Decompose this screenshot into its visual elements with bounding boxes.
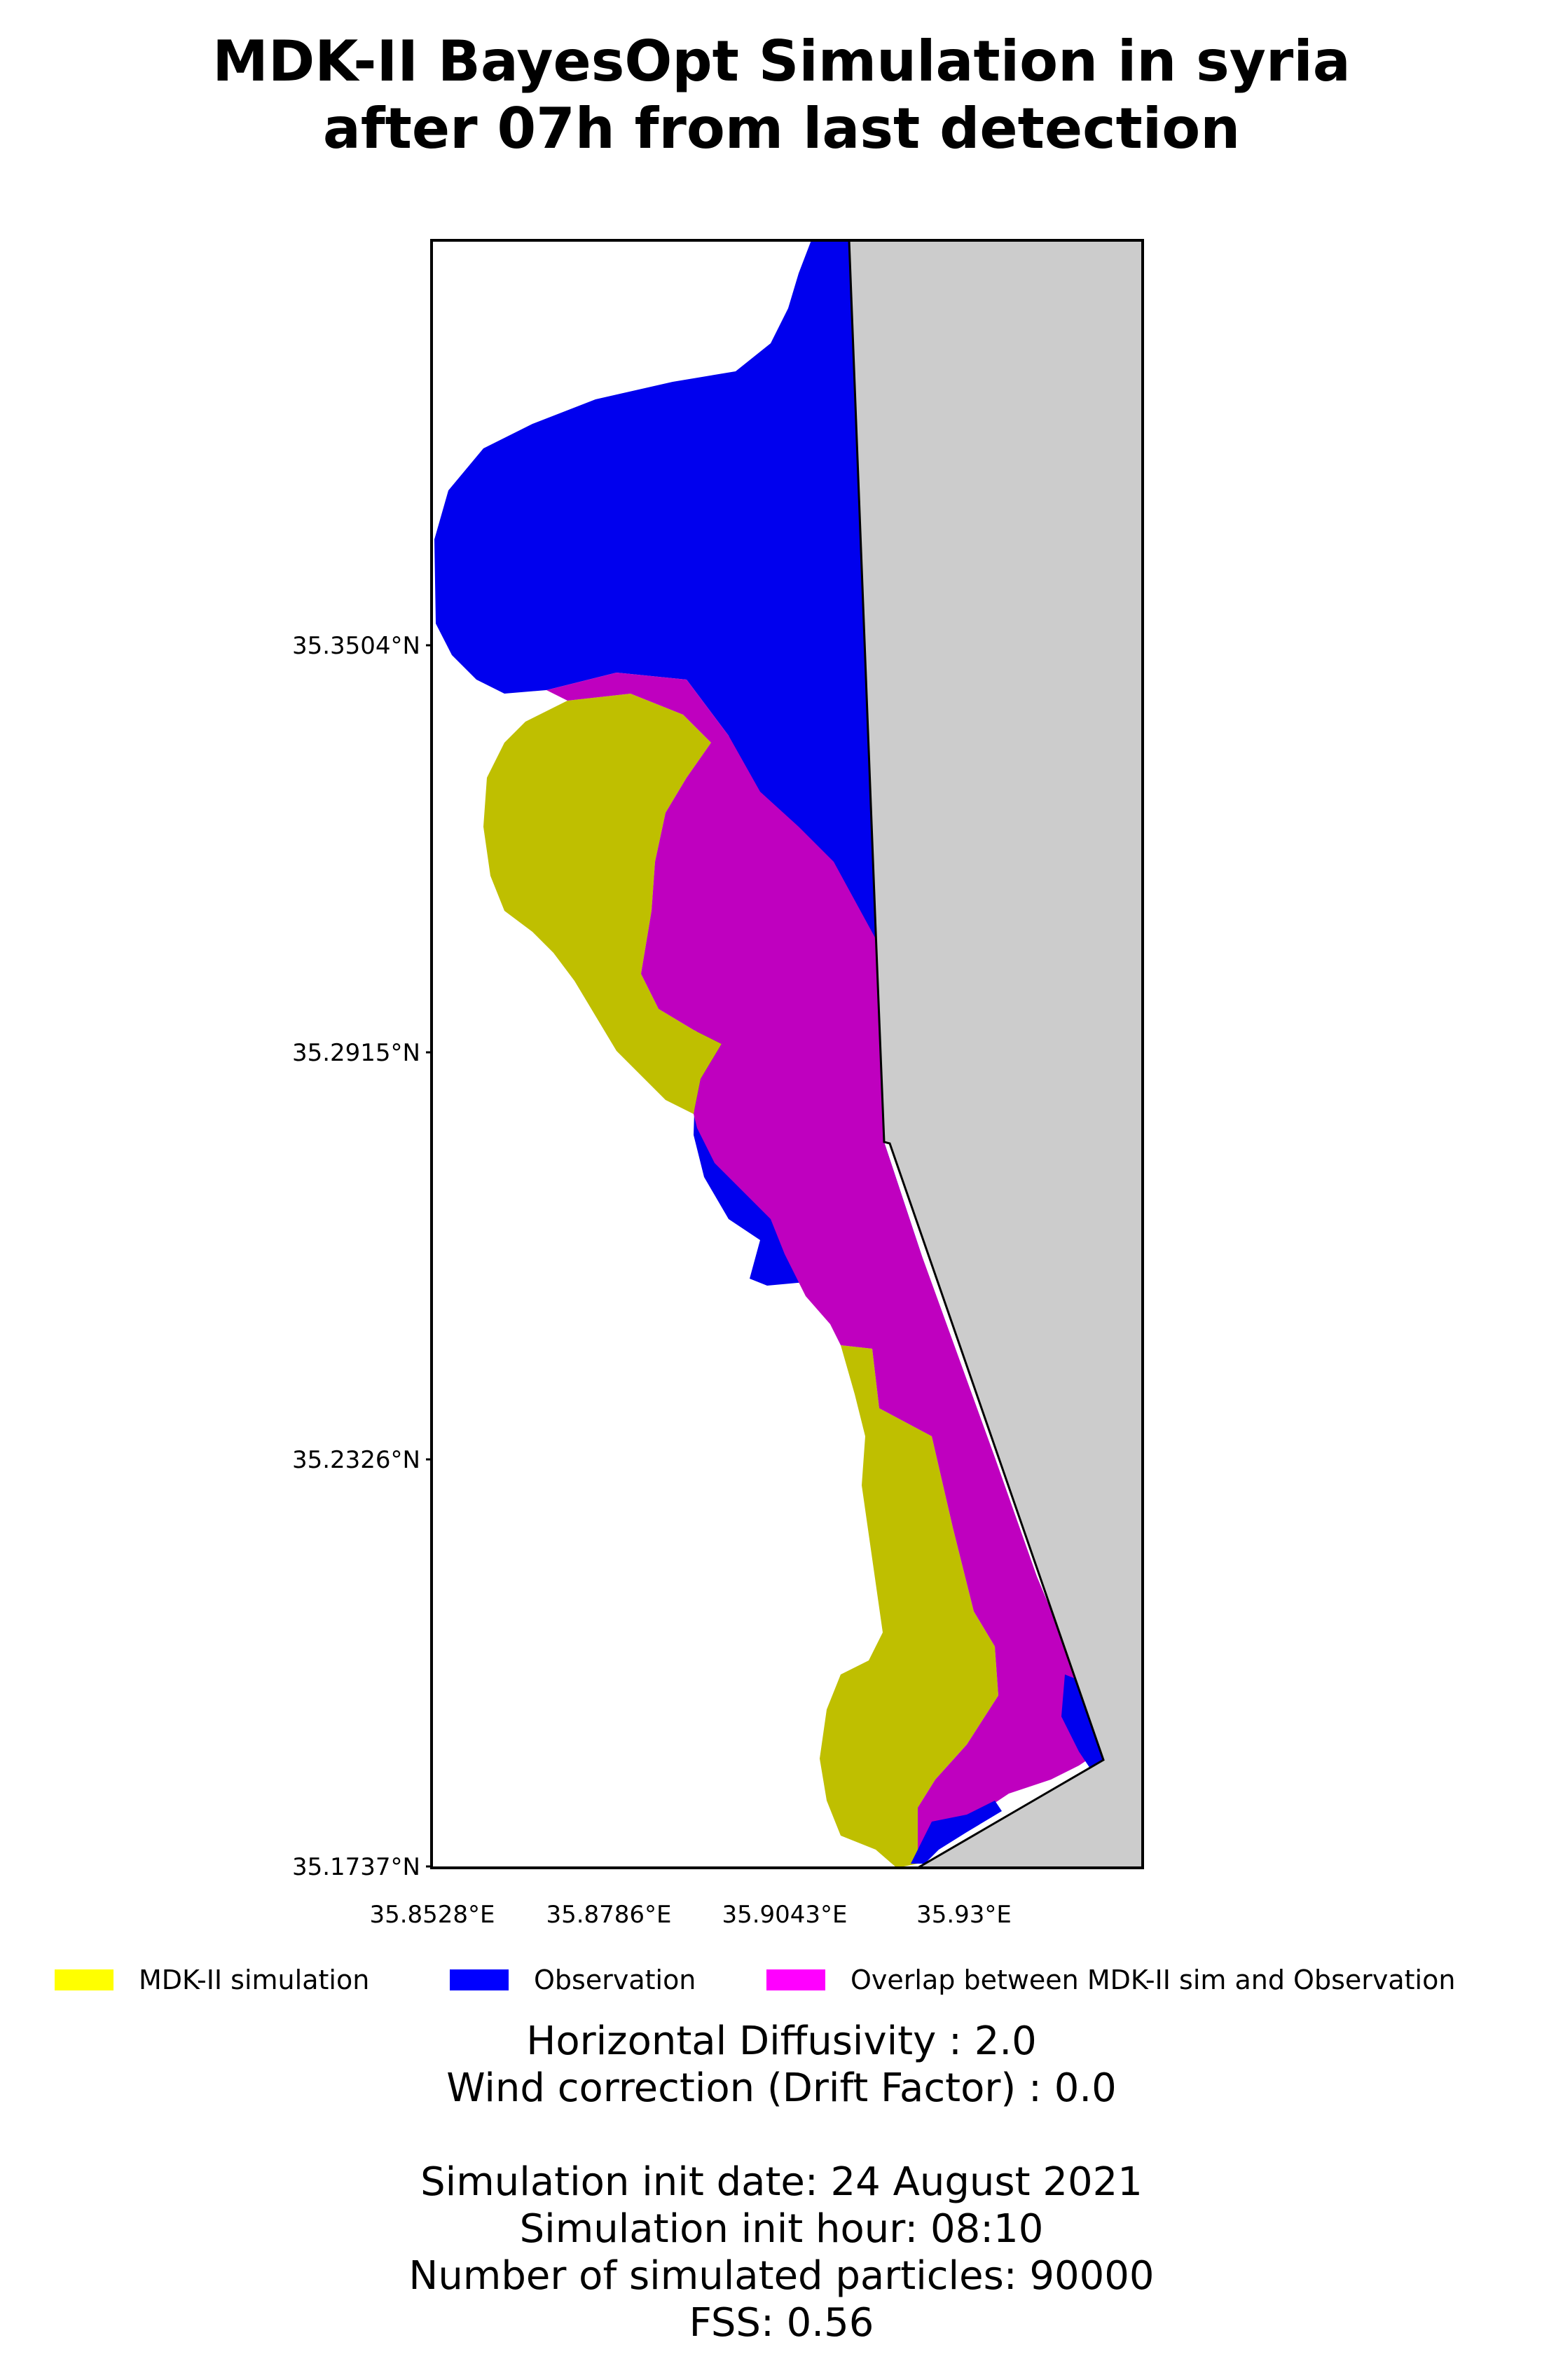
figure-title: MDK-II BayesOpt Simulation in syria afte… [0,28,1563,163]
lon-tick-label: 35.8786°E [546,1901,671,1929]
legend-swatch-overlap [766,1969,825,1990]
info-fss: FSS: 0.56 [689,2300,874,2346]
lon-tick-label: 35.8528°E [369,1901,495,1929]
legend-swatch-simulation [55,1969,113,1990]
map-figure: 35.3504°N 35.2915°N 35.2326°N 35.1737°N … [292,239,1144,1929]
map-frame [430,239,1144,1869]
info-diffusivity: Horizontal Diffusivity : 2.0 [526,2018,1037,2064]
lon-tick-label: 35.9043°E [722,1901,847,1929]
legend-item-overlap: Overlap between MDK-II sim and Observati… [766,1965,1455,1995]
legend: MDK-II simulation Observation Overlap be… [0,1965,1563,2007]
observation-patch-south [1061,1674,1110,1773]
legend-swatch-observation [450,1969,509,1990]
overlap-region [546,673,1100,1857]
map-area [432,240,1143,1868]
info-wind-correction: Wind correction (Drift Factor) : 0.0 [446,2065,1117,2111]
legend-item-simulation: MDK-II simulation [55,1965,369,1995]
lon-tick-label: 35.93°E [916,1901,1012,1929]
observation-patch-southwest [911,1801,1002,1864]
lat-tick-label: 35.2915°N [292,1039,420,1067]
info-init-hour: Simulation init hour: 08:10 [519,2206,1044,2252]
lat-tick-label: 35.2326°N [292,1446,420,1474]
legend-label-overlap: Overlap between MDK-II sim and Observati… [851,1965,1456,1995]
title-line-1: MDK-II BayesOpt Simulation in syria [212,29,1351,94]
lat-tick-label: 35.3504°N [292,632,420,660]
land-area [848,240,1143,1868]
info-spacer [0,2112,1563,2159]
legend-item-observation: Observation [450,1965,696,1995]
info-particles: Number of simulated particles: 90000 [408,2253,1155,2299]
legend-label-observation: Observation [534,1965,696,1995]
lat-tick-label: 35.1737°N [292,1853,420,1881]
legend-label-simulation: MDK-II simulation [139,1965,370,1995]
lat-axis: 35.3504°N 35.2915°N 35.2326°N 35.1737°N [292,632,432,1881]
simulation-region-south [820,1345,998,1868]
title-line-2: after 07h from last detection [322,96,1241,161]
info-init-date: Simulation init date: 24 August 2021 [420,2159,1143,2205]
simulation-region-north [483,694,722,1114]
simulation-info: Horizontal Diffusivity : 2.0 Wind correc… [0,2018,1563,2346]
lon-axis: 35.8528°E 35.8786°E 35.9043°E 35.93°E [369,1901,1011,1929]
